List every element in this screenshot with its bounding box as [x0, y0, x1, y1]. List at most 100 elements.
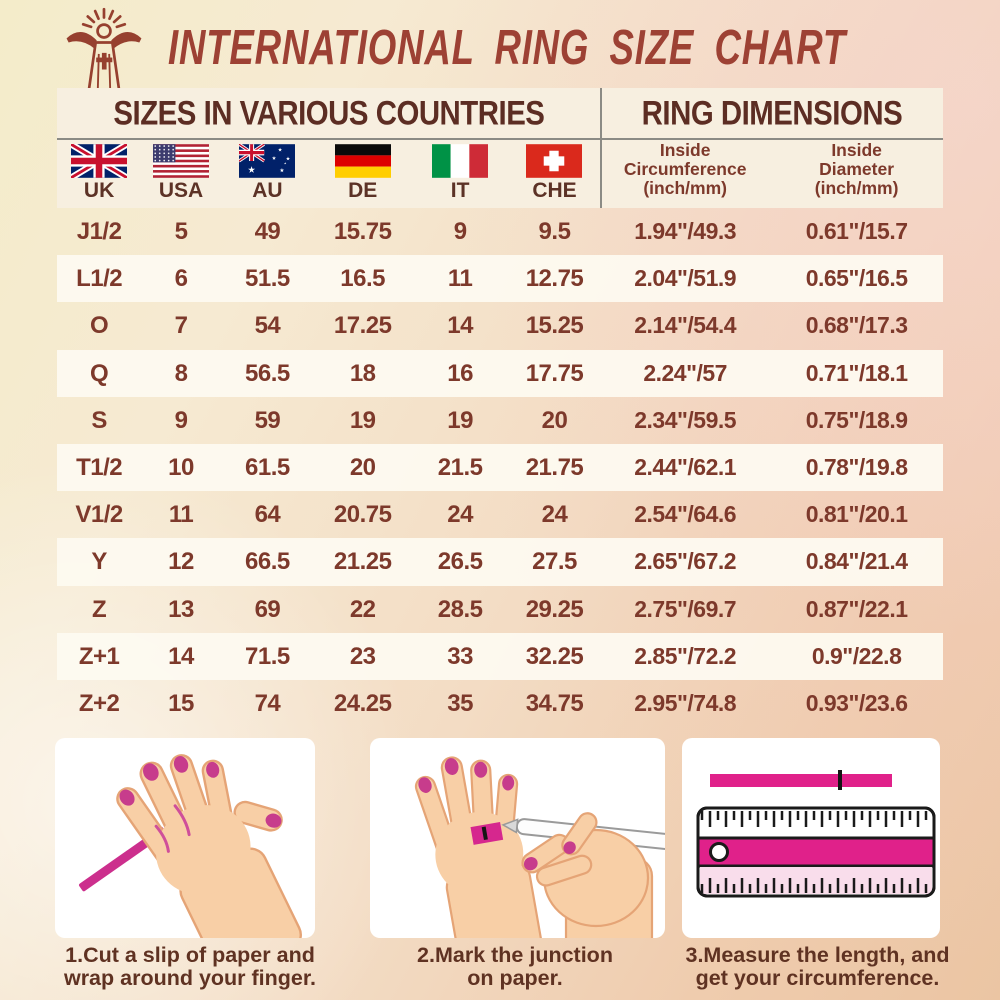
table-cell: 54: [254, 312, 281, 340]
table-cell: 2.85"/72.2: [634, 642, 737, 669]
table-row: T1/2 10 61.5 20 21.5 21.75 2.44"/62.1 0.78"/19.…: [57, 443, 943, 492]
table-cell: 5: [174, 218, 188, 245]
table-header-panel: SIZES IN VARIOUS COUNTRIES RING DIMENSIO…: [57, 88, 943, 208]
table-cell: 34.75: [525, 689, 584, 717]
table-cell: 71.5: [245, 642, 290, 670]
table-cell: V1/2: [75, 501, 123, 529]
table-cell: 19: [349, 406, 376, 434]
table-cell: 61.5: [245, 453, 290, 481]
table-cell: 20: [349, 453, 376, 481]
column-header-uk: UK: [57, 144, 141, 208]
table-cell: 18: [349, 359, 376, 387]
flag-label: AU: [252, 179, 283, 202]
step3-caption: 3.Measure the length, and get your circum…: [685, 943, 950, 990]
table-cell: 33: [447, 642, 473, 670]
table-cell: L1/2: [76, 265, 123, 293]
table-cell: 2.54"/64.6: [634, 501, 737, 528]
hand-with-paper-strip-illustration: [79, 754, 302, 938]
table-cell: 2.04"/51.9: [634, 265, 737, 292]
table-row: Z+2 15 74 24.25 35 34.75 2.95"/74.8 0.93"/23.6: [57, 680, 943, 727]
italy-flag-icon: [432, 144, 489, 178]
table-row: Z+1 14 71.5 23 33 32.25 2.85"/72.2 0.9"/22.8: [57, 632, 943, 680]
table-cell: 15: [168, 689, 194, 717]
table-cell: 17.25: [333, 312, 392, 340]
table-cell: 29.25: [525, 595, 584, 623]
table-cell: Z+2: [78, 689, 120, 717]
table-cell: 10: [168, 453, 194, 481]
section-header-dimensions: RING DIMENSIONS: [641, 94, 902, 133]
table-cell: 2.34"/59.5: [634, 406, 737, 433]
table-cell: 2.75"/69.7: [634, 595, 737, 622]
table-cell: 2.24"/57: [643, 359, 727, 386]
table-cell: 66.5: [245, 548, 290, 576]
table-cell: 12: [168, 548, 194, 576]
table-cell: 19: [447, 406, 473, 434]
table-cell: 51.5: [245, 265, 290, 293]
table-cell: 24: [447, 501, 473, 529]
table-cell: 49: [254, 218, 281, 245]
table-cell: 16.5: [340, 265, 386, 293]
table-cell: 0.71"/18.1: [805, 359, 908, 386]
table-cell: 26.5: [437, 548, 483, 576]
section-header-sizes: SIZES IN VARIOUS COUNTRIES: [113, 94, 545, 133]
table-cell: J1/2: [76, 218, 122, 245]
table-cell: 13: [168, 595, 194, 623]
flag-label: UK: [83, 179, 115, 202]
table-cell: 0.9"/22.8: [811, 642, 902, 669]
table-cell: 35: [447, 689, 473, 717]
page-title: INTERNATIONAL RING SIZE CHART: [168, 18, 847, 75]
mark-junction-with-pen-illustration: [414, 756, 665, 938]
table-cell: 9.5: [538, 218, 571, 245]
step1-card: [55, 738, 315, 938]
table-cell: 0.75"/18.9: [805, 406, 908, 433]
table-cell: 2.14"/54.4: [634, 312, 737, 339]
jesus-logo-icon: [52, 4, 156, 97]
ruler-measure-strip-illustration: [696, 770, 936, 898]
usa-flag-icon: [153, 144, 210, 178]
table-cell: 0.78"/19.8: [805, 453, 908, 480]
table-cell: Y: [91, 548, 107, 576]
switzerland-flag-icon: [526, 144, 583, 178]
table-row: V1/2 11 64 20.75 24 24 2.54"/64.6 0.81"/20.1: [57, 491, 943, 538]
table-cell: 69: [254, 595, 281, 623]
table-cell: 11: [168, 501, 194, 529]
table-cell: T1/2: [76, 453, 123, 481]
step3-card: [682, 738, 940, 938]
table-cell: 14: [168, 642, 194, 670]
table-cell: 21.5: [437, 453, 483, 481]
step1-caption: 1.Cut a slip of paper and wrap around you…: [63, 943, 317, 990]
table-cell: O: [89, 312, 109, 340]
flag-label: USA: [158, 179, 204, 202]
column-header-inside-diameter: Inside Diameter (inch/mm): [814, 140, 899, 198]
column-header-inside-circumference: Inside Circumference (inch/mm): [623, 140, 747, 198]
table-cell: Q: [89, 359, 109, 387]
table-row: J1/2 5 49 15.75 9 9.5 1.94"/49.3 0.61"/15.7: [57, 208, 943, 255]
step2-caption: 2.Mark the junction on paper.: [417, 943, 613, 990]
table-cell: 12.75: [525, 265, 584, 293]
table-cell: 2.95"/74.8: [634, 689, 737, 716]
table-cell: 0.81"/20.1: [805, 501, 908, 528]
table-cell: 21.75: [525, 453, 584, 481]
flag-label: DE: [348, 179, 378, 202]
table-row: O 7 54 17.25 14 15.25 2.14"/54.4 0.68"/17.3: [57, 302, 943, 349]
table-cell: 15.75: [333, 218, 392, 245]
column-header-usa: USA: [141, 144, 221, 208]
column-header-au: AU: [221, 144, 314, 208]
table-cell: 56.5: [245, 359, 290, 387]
table-cell: Z: [91, 595, 107, 623]
table-cell: 20.75: [333, 501, 392, 529]
table-cell: 0.93"/23.6: [805, 689, 908, 716]
panel-divider-line: [600, 88, 603, 208]
table-cell: 14: [447, 312, 473, 340]
table-cell: S: [91, 406, 107, 434]
table-rows: J1/2 5 49 15.75 9 9.5 1.94"/49.3 0.61"/15.7 L1/2…: [57, 208, 943, 728]
table-cell: 28.5: [437, 595, 483, 623]
table-cell: 17.75: [525, 359, 584, 387]
table-row: Z 13 69 22 28.5 29.25 2.75"/69.7 0.87"/22.1: [57, 586, 943, 633]
table-cell: 23: [349, 642, 376, 670]
table-cell: 0.65"/16.5: [805, 265, 908, 292]
germany-flag-icon: [334, 144, 391, 178]
column-header-che: CHE: [509, 144, 600, 208]
table-cell: 21.25: [333, 548, 392, 576]
